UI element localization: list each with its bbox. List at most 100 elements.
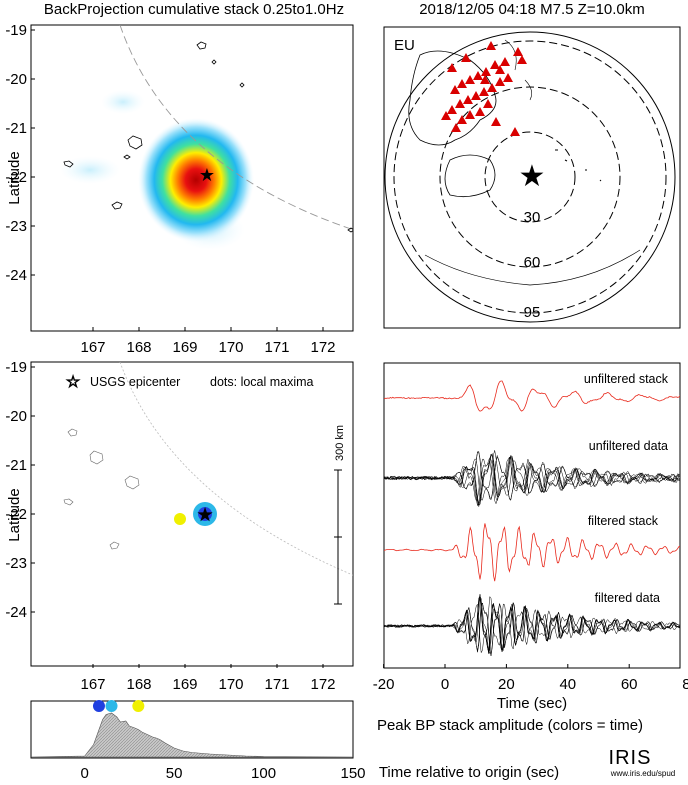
y-tick-label: -22 bbox=[5, 169, 27, 186]
y-tick-label: -19 bbox=[5, 22, 27, 39]
trace-frame bbox=[383, 362, 681, 669]
legend-star-icon: ☆ bbox=[66, 374, 80, 391]
x-tick-label: 60 bbox=[621, 676, 638, 693]
station-triangle bbox=[479, 87, 489, 96]
island-dots bbox=[555, 149, 602, 182]
globe-outline bbox=[384, 31, 676, 323]
island-outline bbox=[109, 541, 120, 550]
energy-heatmap bbox=[138, 118, 254, 242]
region-label: EU bbox=[394, 37, 415, 54]
trace-label-unfiltered-stack: unfiltered stack bbox=[584, 372, 669, 386]
logo-url: www.iris.edu/spud bbox=[610, 769, 675, 778]
trace-label-filtered-data: filtered data bbox=[595, 591, 660, 605]
x-tick-label: 169 bbox=[172, 339, 197, 356]
epicenter-star-icon: ★ bbox=[198, 507, 212, 524]
x-tick-label: 100 bbox=[251, 765, 276, 782]
station-triangle bbox=[447, 63, 457, 72]
island-outline bbox=[127, 135, 143, 150]
y-tick-label: -22 bbox=[5, 506, 27, 523]
station-triangle bbox=[455, 99, 465, 108]
trace-line bbox=[384, 451, 680, 501]
x-tick-label: 0 bbox=[441, 676, 449, 693]
x-tick-label: 167 bbox=[80, 339, 105, 356]
x-tick-label: 50 bbox=[166, 765, 183, 782]
x-tick-label: 172 bbox=[310, 339, 335, 356]
peak-xlabel: Time relative to origin (sec) bbox=[379, 764, 559, 781]
ring-label-30: 30 bbox=[524, 209, 541, 226]
island-outline bbox=[89, 450, 104, 465]
faint-energy-blob bbox=[101, 90, 145, 114]
local-maxima-map: ★ ☆ USGS epicenter dots: local maxima 30… bbox=[5, 359, 354, 693]
y-tick-label: -24 bbox=[5, 267, 27, 284]
y-axis-label: Latitude bbox=[6, 488, 23, 541]
island-outline bbox=[63, 160, 74, 168]
island-outline bbox=[211, 59, 217, 65]
peak-dot-blue bbox=[92, 700, 105, 712]
seismogram-panel: unfiltered stack unfiltered data filtere… bbox=[373, 362, 688, 712]
station-triangle bbox=[490, 60, 500, 69]
station-markers bbox=[441, 41, 527, 136]
x-tick-label: 170 bbox=[218, 339, 243, 356]
event-title: 2018/12/05 04:18 M7.5 Z=10.0km bbox=[419, 1, 645, 18]
x-tick-label: 0 bbox=[80, 765, 88, 782]
maxima-dot-blue bbox=[198, 507, 212, 521]
station-triangle bbox=[475, 107, 485, 116]
scale-bar-label: 300 km bbox=[334, 425, 346, 461]
asia-coastline bbox=[408, 50, 497, 146]
station-triangle bbox=[473, 71, 483, 80]
x-axis-ticks: -20 0 20 40 60 80 bbox=[373, 664, 688, 693]
x-tick-label: 167 bbox=[80, 676, 105, 693]
y-tick-label: -24 bbox=[5, 604, 27, 621]
station-triangle bbox=[441, 111, 451, 120]
station-triangle bbox=[486, 41, 496, 50]
island-outline bbox=[239, 82, 245, 88]
station-triangle bbox=[465, 110, 475, 119]
trace-label-filtered-stack: filtered stack bbox=[588, 514, 659, 528]
x-tick-label: 170 bbox=[218, 676, 243, 693]
x-tick-label: 171 bbox=[264, 339, 289, 356]
iris-logo: IRIS www.iris.edu/spud bbox=[609, 747, 676, 778]
trace-line bbox=[384, 595, 680, 652]
station-triangle bbox=[450, 85, 460, 94]
trace-label-unfiltered-data: unfiltered data bbox=[589, 439, 668, 453]
island-outline bbox=[124, 475, 140, 490]
trace-lines bbox=[384, 380, 680, 657]
station-triangle bbox=[463, 95, 473, 104]
y-tick-label: -19 bbox=[5, 359, 27, 376]
peak-frame bbox=[30, 700, 354, 759]
y-tick-label: -23 bbox=[5, 555, 27, 572]
trace-line bbox=[384, 523, 680, 582]
peak-amplitude-panel: 0 50 100 150 Peak BP stack amplitude (color… bbox=[30, 700, 643, 782]
logo-text: IRIS bbox=[609, 747, 652, 769]
peak-time-dots bbox=[92, 700, 145, 712]
station-triangle bbox=[491, 117, 501, 126]
station-triangle bbox=[513, 47, 523, 56]
peak-amplitude-area bbox=[30, 712, 354, 758]
epicenter-star-icon: ★ bbox=[519, 160, 546, 193]
x-axis-ticks: 0 50 100 150 bbox=[80, 765, 365, 782]
distance-ring bbox=[393, 40, 667, 314]
x-tick-label: 40 bbox=[559, 676, 576, 693]
distance-arc bbox=[119, 25, 353, 231]
y-tick-label: -21 bbox=[5, 457, 27, 474]
station-globe: ★ EU 30 60 95 bbox=[383, 26, 681, 329]
station-triangle bbox=[457, 79, 467, 88]
x-axis-ticks: 167 168 169 170 171 172 bbox=[80, 327, 336, 356]
faint-energy-blob bbox=[60, 156, 120, 184]
island-outline bbox=[67, 428, 78, 437]
map-frame bbox=[30, 361, 354, 667]
local-maxima-dots bbox=[174, 502, 217, 526]
trace-line bbox=[384, 380, 680, 412]
globe-frame bbox=[383, 26, 681, 329]
legend-dots-label: dots: local maxima bbox=[210, 375, 314, 389]
y-tick-label: -23 bbox=[5, 218, 27, 235]
x-tick-label: 20 bbox=[498, 676, 515, 693]
station-triangle bbox=[487, 83, 497, 92]
station-triangle bbox=[481, 67, 491, 76]
y-axis-ticks: -19 -20 -21 -22 -23 -24 bbox=[5, 22, 35, 284]
station-triangle bbox=[510, 127, 520, 136]
x-axis-label: Time (sec) bbox=[497, 695, 567, 712]
peak-title: Peak BP stack amplitude (colors = time) bbox=[377, 717, 643, 734]
backprojection-map: ★ -19-20-21-22-23-24 167 168 169 170 171 172 … bbox=[5, 22, 354, 356]
